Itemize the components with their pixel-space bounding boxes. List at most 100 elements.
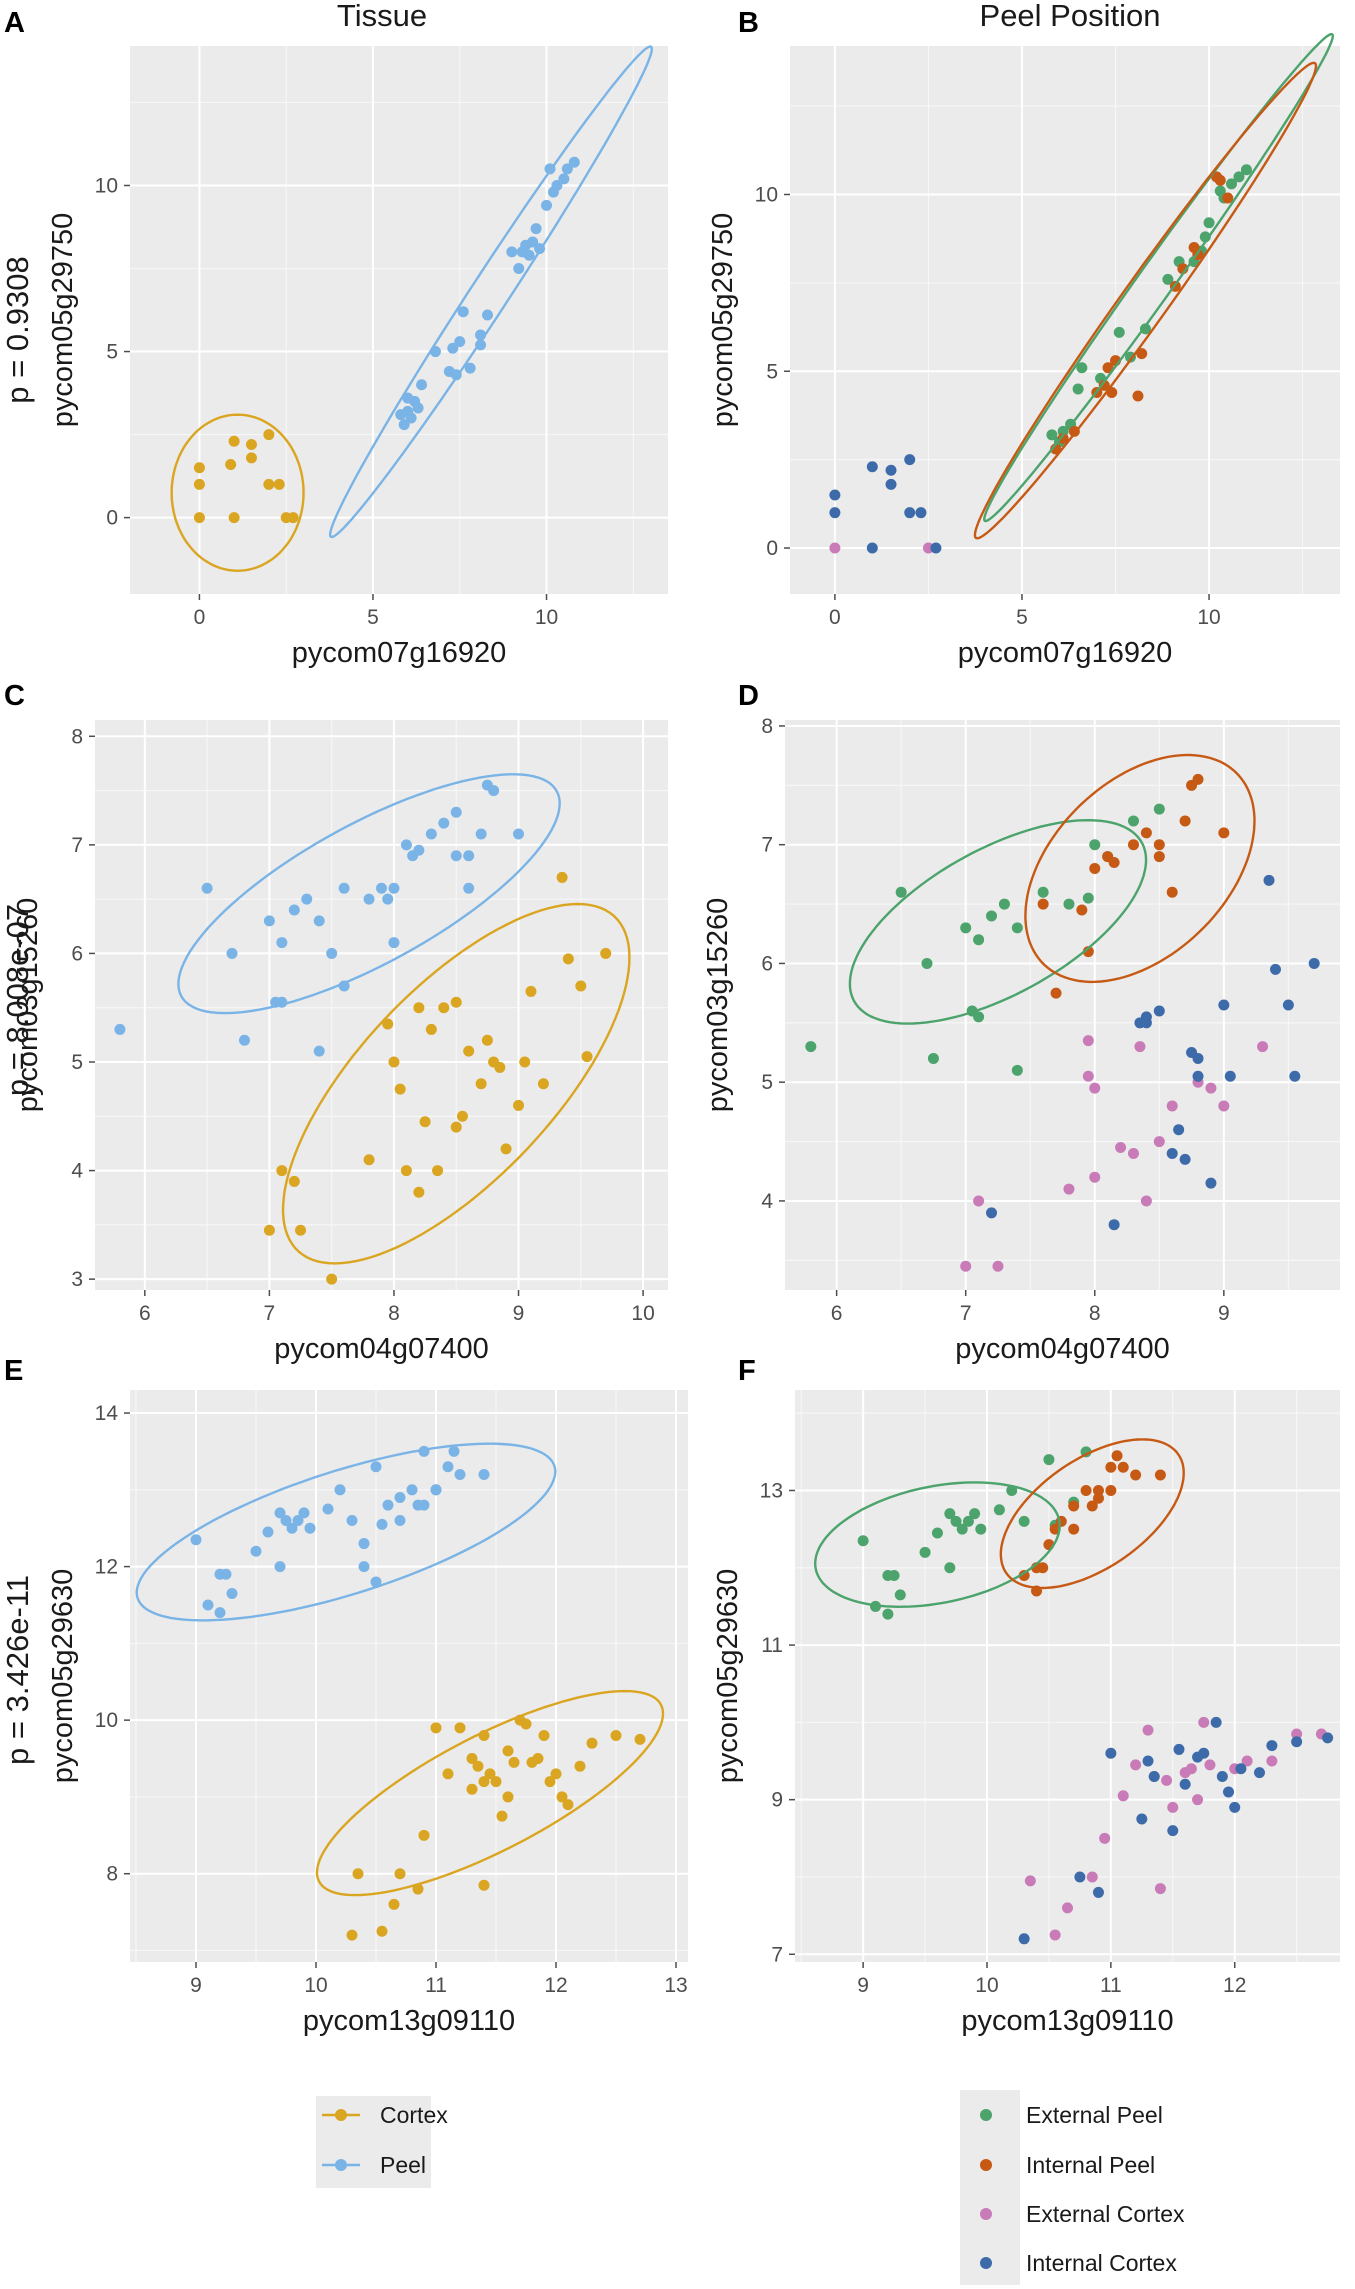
y-tick-label: 6: [761, 952, 773, 975]
point-internal-peel: [1105, 1461, 1117, 1473]
point-external-peel: [960, 922, 972, 934]
p-value-row-3: p = 3.426e-11: [0, 1575, 35, 1765]
point-external-cortex: [1257, 1041, 1269, 1053]
point-external-cortex: [1204, 1759, 1216, 1771]
point-peel: [442, 1461, 454, 1473]
x-axis-title: pycom04g07400: [955, 1333, 1169, 1365]
point-peel: [406, 1484, 418, 1496]
point-peel: [190, 1534, 202, 1546]
point-internal-peel: [1037, 898, 1049, 910]
panel-d: D 6 7 8 9 4 5 6 7 8 pycom04g07400 pycom03g15260: [702, 680, 1340, 1365]
point-cortex: [490, 1776, 502, 1788]
point-internal-cortex: [1179, 1778, 1191, 1790]
point-internal-peel: [1117, 1461, 1129, 1473]
y-tick-label: 4: [761, 1190, 773, 1213]
column-title-tissue: Tissue: [337, 0, 427, 33]
point-cortex: [502, 1791, 514, 1803]
point-cortex: [574, 1760, 586, 1772]
y-tick-label: 6: [71, 942, 83, 965]
point-internal-cortex: [1166, 1147, 1178, 1159]
y-tick-label: 5: [106, 341, 118, 364]
point-cortex: [502, 1745, 514, 1757]
point-internal-peel: [1105, 1484, 1117, 1496]
point-peel: [326, 947, 338, 959]
point-peel: [338, 882, 350, 894]
point-peel: [513, 828, 525, 840]
x-tick-label: 9: [190, 1974, 202, 1997]
y-tick-label: 10: [95, 174, 118, 197]
point-cortex: [450, 1121, 462, 1133]
point-cortex: [263, 1224, 275, 1236]
point-cortex: [295, 1224, 307, 1236]
y-tick-label: 8: [71, 725, 83, 748]
x-tick-label: 11: [425, 1974, 447, 1997]
point-cortex: [550, 1768, 562, 1780]
point-internal-cortex: [904, 454, 916, 466]
point-internal-cortex: [829, 507, 841, 519]
point-internal-cortex: [1291, 1736, 1303, 1748]
point-cortex: [418, 1829, 430, 1841]
x-tick-label: 13: [664, 1974, 687, 1997]
point-cortex: [532, 1753, 544, 1765]
point-cortex: [634, 1733, 646, 1745]
panel-letter: D: [738, 680, 759, 712]
point-cortex: [466, 1783, 478, 1795]
point-internal-cortex: [930, 542, 942, 554]
point-cortex: [519, 1056, 531, 1068]
point-external-cortex: [1082, 1070, 1094, 1082]
point-internal-cortex: [1192, 1052, 1204, 1064]
point-peel: [561, 163, 573, 175]
panel-letter: B: [738, 7, 759, 39]
x-axis-title: pycom13g09110: [303, 2005, 515, 2037]
x-tick-label: 10: [975, 1974, 998, 1997]
point-peel: [523, 249, 535, 261]
y-tick-label: 8: [106, 1863, 118, 1886]
point-cortex: [263, 478, 275, 490]
point-cortex: [193, 512, 205, 524]
point-external-cortex: [1117, 1790, 1129, 1802]
point-external-peel: [1162, 273, 1174, 285]
point-external-peel: [950, 1515, 962, 1527]
y-tick-label: 12: [95, 1556, 118, 1579]
point-internal-peel: [1132, 390, 1144, 402]
point-cortex: [228, 435, 240, 447]
ellipse-internal-peel: [999, 1438, 1185, 1590]
point-cortex: [466, 1753, 478, 1765]
point-peel: [226, 947, 238, 959]
panel-c: C 6 7 8 9 10 3 4 5 6 7 8 pycom04g07400 pycom03g15260: [4, 680, 668, 1365]
point-external-cortex: [1115, 1142, 1127, 1153]
point-internal-peel: [1068, 1500, 1080, 1512]
y-tick-label: 9: [771, 1789, 783, 1812]
point-internal-peel: [1098, 379, 1110, 391]
point-cortex: [225, 458, 237, 470]
point-cortex: [544, 1776, 556, 1788]
point-external-cortex: [1167, 1801, 1179, 1813]
y-tick-label: 7: [71, 834, 83, 857]
point-external-peel: [944, 1562, 956, 1574]
point-internal-cortex: [1136, 1813, 1148, 1825]
x-tick-label: 9: [513, 1302, 525, 1325]
point-cortex: [273, 478, 285, 490]
y-axis-title: pycom05g29750: [47, 213, 79, 427]
point-cortex: [438, 1002, 450, 1014]
x-tick-label: 0: [829, 606, 841, 629]
point-external-cortex: [1205, 1082, 1217, 1094]
point-internal-cortex: [829, 489, 841, 501]
point-external-peel: [805, 1041, 817, 1053]
point-cortex: [494, 1061, 506, 1073]
point-external-cortex: [1198, 1716, 1210, 1728]
point-peel: [527, 236, 539, 248]
p-value-row-2: p = 8.008e-07: [0, 904, 35, 1096]
point-internal-peel: [1153, 851, 1165, 863]
y-tick-label: 13: [760, 1479, 783, 1502]
point-internal-cortex: [1322, 1732, 1334, 1744]
point-internal-cortex: [1308, 957, 1320, 969]
x-tick-label: 9: [1218, 1302, 1230, 1325]
point-peel: [450, 850, 462, 862]
x-tick-label: 8: [1089, 1302, 1101, 1325]
point-peel: [454, 336, 466, 348]
point-internal-peel: [1050, 987, 1062, 999]
point-internal-peel: [1130, 1469, 1142, 1481]
point-internal-peel: [1127, 839, 1139, 851]
